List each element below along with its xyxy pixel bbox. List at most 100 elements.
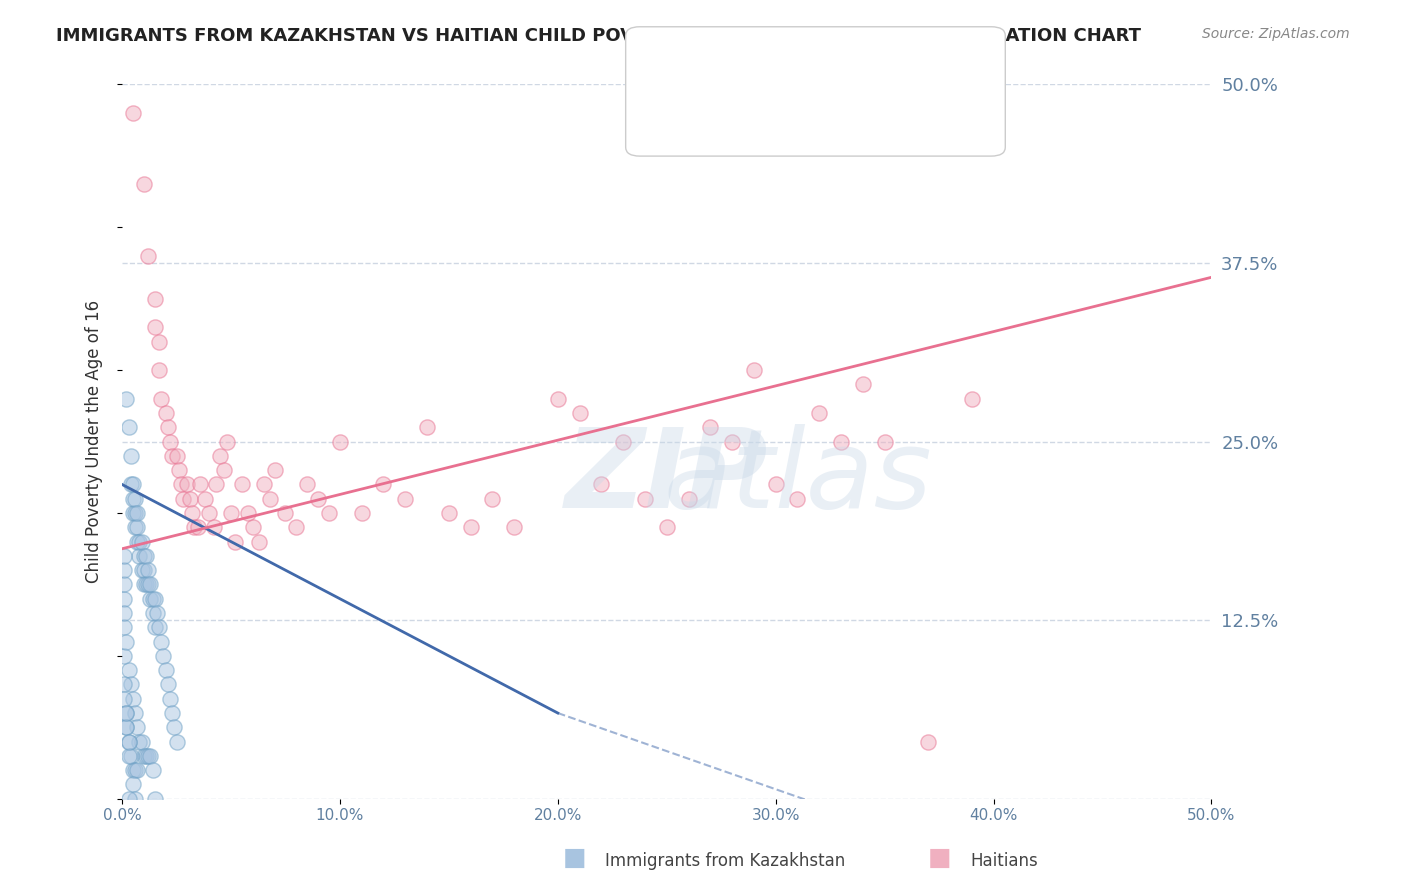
Point bbox=[231, 477, 253, 491]
Point bbox=[112, 677, 135, 691]
Point bbox=[131, 534, 153, 549]
Point bbox=[142, 763, 165, 777]
Point bbox=[136, 249, 159, 263]
Point bbox=[259, 491, 281, 506]
Point bbox=[350, 506, 373, 520]
Point bbox=[160, 706, 183, 720]
Text: N =: N = bbox=[820, 60, 863, 78]
Point bbox=[263, 463, 285, 477]
Text: Source: ZipAtlas.com: Source: ZipAtlas.com bbox=[1202, 27, 1350, 41]
Point bbox=[117, 663, 139, 677]
Point bbox=[143, 620, 166, 634]
Text: ■: ■ bbox=[647, 62, 671, 87]
Point bbox=[547, 392, 569, 406]
Point bbox=[163, 720, 186, 734]
Point bbox=[612, 434, 634, 449]
Point bbox=[219, 506, 242, 520]
Point bbox=[112, 691, 135, 706]
Point bbox=[215, 434, 238, 449]
Point bbox=[122, 477, 145, 491]
Point bbox=[917, 734, 939, 748]
Y-axis label: Child Poverty Under the Age of 16: Child Poverty Under the Age of 16 bbox=[86, 300, 103, 583]
Point bbox=[127, 534, 149, 549]
Point bbox=[120, 748, 142, 763]
Point bbox=[132, 549, 155, 563]
Point bbox=[139, 577, 162, 591]
Point bbox=[127, 506, 149, 520]
Text: ■: ■ bbox=[562, 846, 586, 870]
Point bbox=[172, 491, 194, 506]
Point bbox=[150, 392, 173, 406]
Point bbox=[127, 520, 149, 534]
Point bbox=[437, 506, 460, 520]
Point bbox=[198, 506, 221, 520]
Point bbox=[155, 406, 177, 420]
Point bbox=[128, 734, 150, 748]
Point bbox=[142, 606, 165, 620]
Point bbox=[131, 563, 153, 577]
Point bbox=[139, 591, 162, 606]
Text: ■: ■ bbox=[928, 846, 952, 870]
Point bbox=[124, 763, 146, 777]
Text: IMMIGRANTS FROM KAZAKHSTAN VS HAITIAN CHILD POVERTY UNDER THE AGE OF 16 CORRELAT: IMMIGRANTS FROM KAZAKHSTAN VS HAITIAN CH… bbox=[56, 27, 1142, 45]
Point bbox=[187, 520, 209, 534]
Point bbox=[591, 477, 613, 491]
Point bbox=[152, 648, 174, 663]
Point bbox=[132, 563, 155, 577]
Point bbox=[873, 434, 896, 449]
Point bbox=[117, 748, 139, 763]
Text: 77: 77 bbox=[869, 60, 896, 78]
Point bbox=[117, 791, 139, 805]
Point bbox=[115, 720, 138, 734]
Point bbox=[115, 720, 138, 734]
Point bbox=[124, 491, 146, 506]
Point bbox=[155, 663, 177, 677]
Point bbox=[136, 577, 159, 591]
Point bbox=[156, 420, 179, 434]
Text: atlas: atlas bbox=[664, 424, 932, 531]
Point bbox=[167, 463, 190, 477]
Point bbox=[160, 449, 183, 463]
Point bbox=[852, 377, 875, 392]
Point bbox=[132, 748, 155, 763]
Point bbox=[209, 449, 232, 463]
Point bbox=[122, 691, 145, 706]
Point bbox=[394, 491, 416, 506]
Point bbox=[148, 363, 170, 377]
Point bbox=[194, 491, 217, 506]
Point bbox=[122, 777, 145, 791]
Point bbox=[117, 420, 139, 434]
Point bbox=[204, 477, 226, 491]
Point bbox=[159, 691, 181, 706]
Point bbox=[238, 506, 260, 520]
Point bbox=[148, 334, 170, 349]
Point bbox=[166, 734, 188, 748]
Point bbox=[830, 434, 852, 449]
Point bbox=[460, 520, 482, 534]
Text: ■: ■ bbox=[647, 101, 671, 125]
Point bbox=[112, 620, 135, 634]
Point bbox=[124, 791, 146, 805]
Point bbox=[136, 748, 159, 763]
Point bbox=[143, 320, 166, 334]
Point bbox=[678, 491, 700, 506]
Point bbox=[117, 734, 139, 748]
Point bbox=[135, 577, 157, 591]
Point bbox=[120, 477, 142, 491]
Point bbox=[135, 748, 157, 763]
Point bbox=[242, 520, 264, 534]
Point bbox=[179, 491, 201, 506]
Point bbox=[143, 292, 166, 306]
Point bbox=[655, 520, 678, 534]
Text: 0.348: 0.348 bbox=[731, 98, 793, 117]
Point bbox=[202, 520, 225, 534]
Point bbox=[131, 734, 153, 748]
Point bbox=[132, 577, 155, 591]
Text: R =: R = bbox=[679, 98, 721, 117]
Point bbox=[115, 392, 138, 406]
Point bbox=[285, 520, 308, 534]
Point bbox=[274, 506, 297, 520]
Point bbox=[297, 477, 319, 491]
Point bbox=[307, 491, 329, 506]
Point bbox=[143, 591, 166, 606]
